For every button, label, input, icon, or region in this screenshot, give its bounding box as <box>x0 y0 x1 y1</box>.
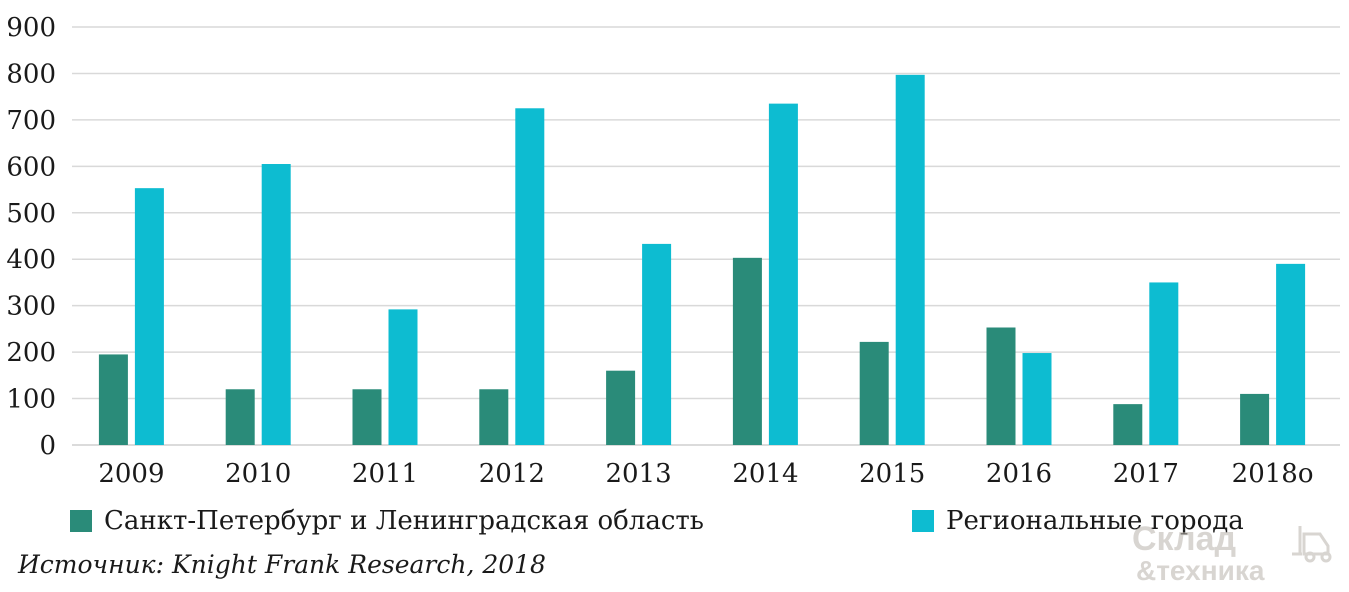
bar-regions-2016 <box>1022 353 1052 445</box>
bar-regions-2009 <box>134 188 164 445</box>
y-tick-label-700: 700 <box>6 106 56 136</box>
bar-regions-2017 <box>1149 282 1179 445</box>
x-tick-label-2016: 2016 <box>986 459 1052 489</box>
bar-spb-2012 <box>479 389 509 445</box>
source-note: Источник: Knight Frank Research, 2018 <box>18 550 546 579</box>
bar-regions-2012 <box>515 108 545 446</box>
y-tick-label-500: 500 <box>6 199 56 229</box>
forklift-icon <box>1292 526 1332 563</box>
bar-spb-2018о <box>1240 393 1270 445</box>
x-tick-label-2013: 2013 <box>606 459 672 489</box>
bar-spb-2013 <box>606 370 636 445</box>
bar-spb-2016 <box>986 327 1016 445</box>
x-tick-label-2012: 2012 <box>479 459 545 489</box>
y-tick-label-800: 800 <box>6 59 56 89</box>
y-tick-label-100: 100 <box>6 385 56 415</box>
watermark-logo: Склад &техника <box>1132 520 1332 586</box>
bar-spb-2015 <box>859 341 889 445</box>
legend-label-spb: Санкт-Петербург и Ленинградская область <box>104 506 704 536</box>
bar-spb-2009 <box>98 354 128 445</box>
bar-regions-2010 <box>261 164 291 445</box>
bar-regions-2013 <box>642 243 672 445</box>
x-tick-label-2017: 2017 <box>1113 459 1179 489</box>
bar-spb-2014 <box>732 257 762 445</box>
legend-item-regions: Региональные города <box>912 506 1244 536</box>
bar-spb-2010 <box>225 389 255 445</box>
y-tick-label-900: 900 <box>6 13 56 43</box>
bar-spb-2017 <box>1113 404 1143 445</box>
bar-spb-2011 <box>352 389 382 445</box>
x-tick-label-2015: 2015 <box>859 459 925 489</box>
y-tick-label-600: 600 <box>6 152 56 182</box>
bar-chart: 0 100 200 300 400 500 600 700 800 900 2009 2010 2011… <box>6 13 1340 489</box>
bar-regions-2018о <box>1276 263 1306 445</box>
x-tick-label-2018о: 2018о <box>1232 459 1314 489</box>
bar-regions-2011 <box>388 309 418 445</box>
x-tick-label-2014: 2014 <box>732 459 798 489</box>
y-tick-label-400: 400 <box>6 245 56 275</box>
legend-swatch-spb <box>70 510 92 532</box>
y-tick-label-300: 300 <box>6 292 56 322</box>
watermark-line1: Склад <box>1132 520 1236 558</box>
legend-label-regions: Региональные города <box>946 506 1244 536</box>
x-tick-label-2010: 2010 <box>225 459 291 489</box>
x-tick-label-2011: 2011 <box>352 459 418 489</box>
y-tick-label-200: 200 <box>6 338 56 368</box>
y-tick-label-0: 0 <box>39 431 56 461</box>
watermark-line2: &техника <box>1136 555 1265 586</box>
legend-swatch-regions <box>912 510 934 532</box>
x-tick-label-2009: 2009 <box>98 459 164 489</box>
bar-regions-2014 <box>768 103 798 445</box>
bar-regions-2015 <box>895 74 925 446</box>
legend-item-spb: Санкт-Петербург и Ленинградская область <box>70 506 704 536</box>
